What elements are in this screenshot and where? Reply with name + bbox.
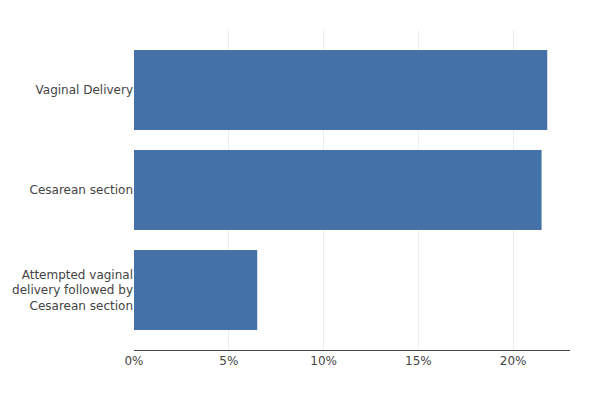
svg-text:5%: 5% <box>219 354 238 368</box>
svg-text:10%: 10% <box>310 354 337 368</box>
svg-text:15%: 15% <box>405 354 432 368</box>
svg-text:Cesarean section: Cesarean section <box>30 183 133 197</box>
svg-text:20%: 20% <box>500 354 527 368</box>
svg-text:Vaginal Delivery: Vaginal Delivery <box>36 83 134 97</box>
svg-text:Attempted vaginaldelivery foll: Attempted vaginaldelivery followed byCes… <box>12 268 133 313</box>
svg-text:0%: 0% <box>124 354 143 368</box>
